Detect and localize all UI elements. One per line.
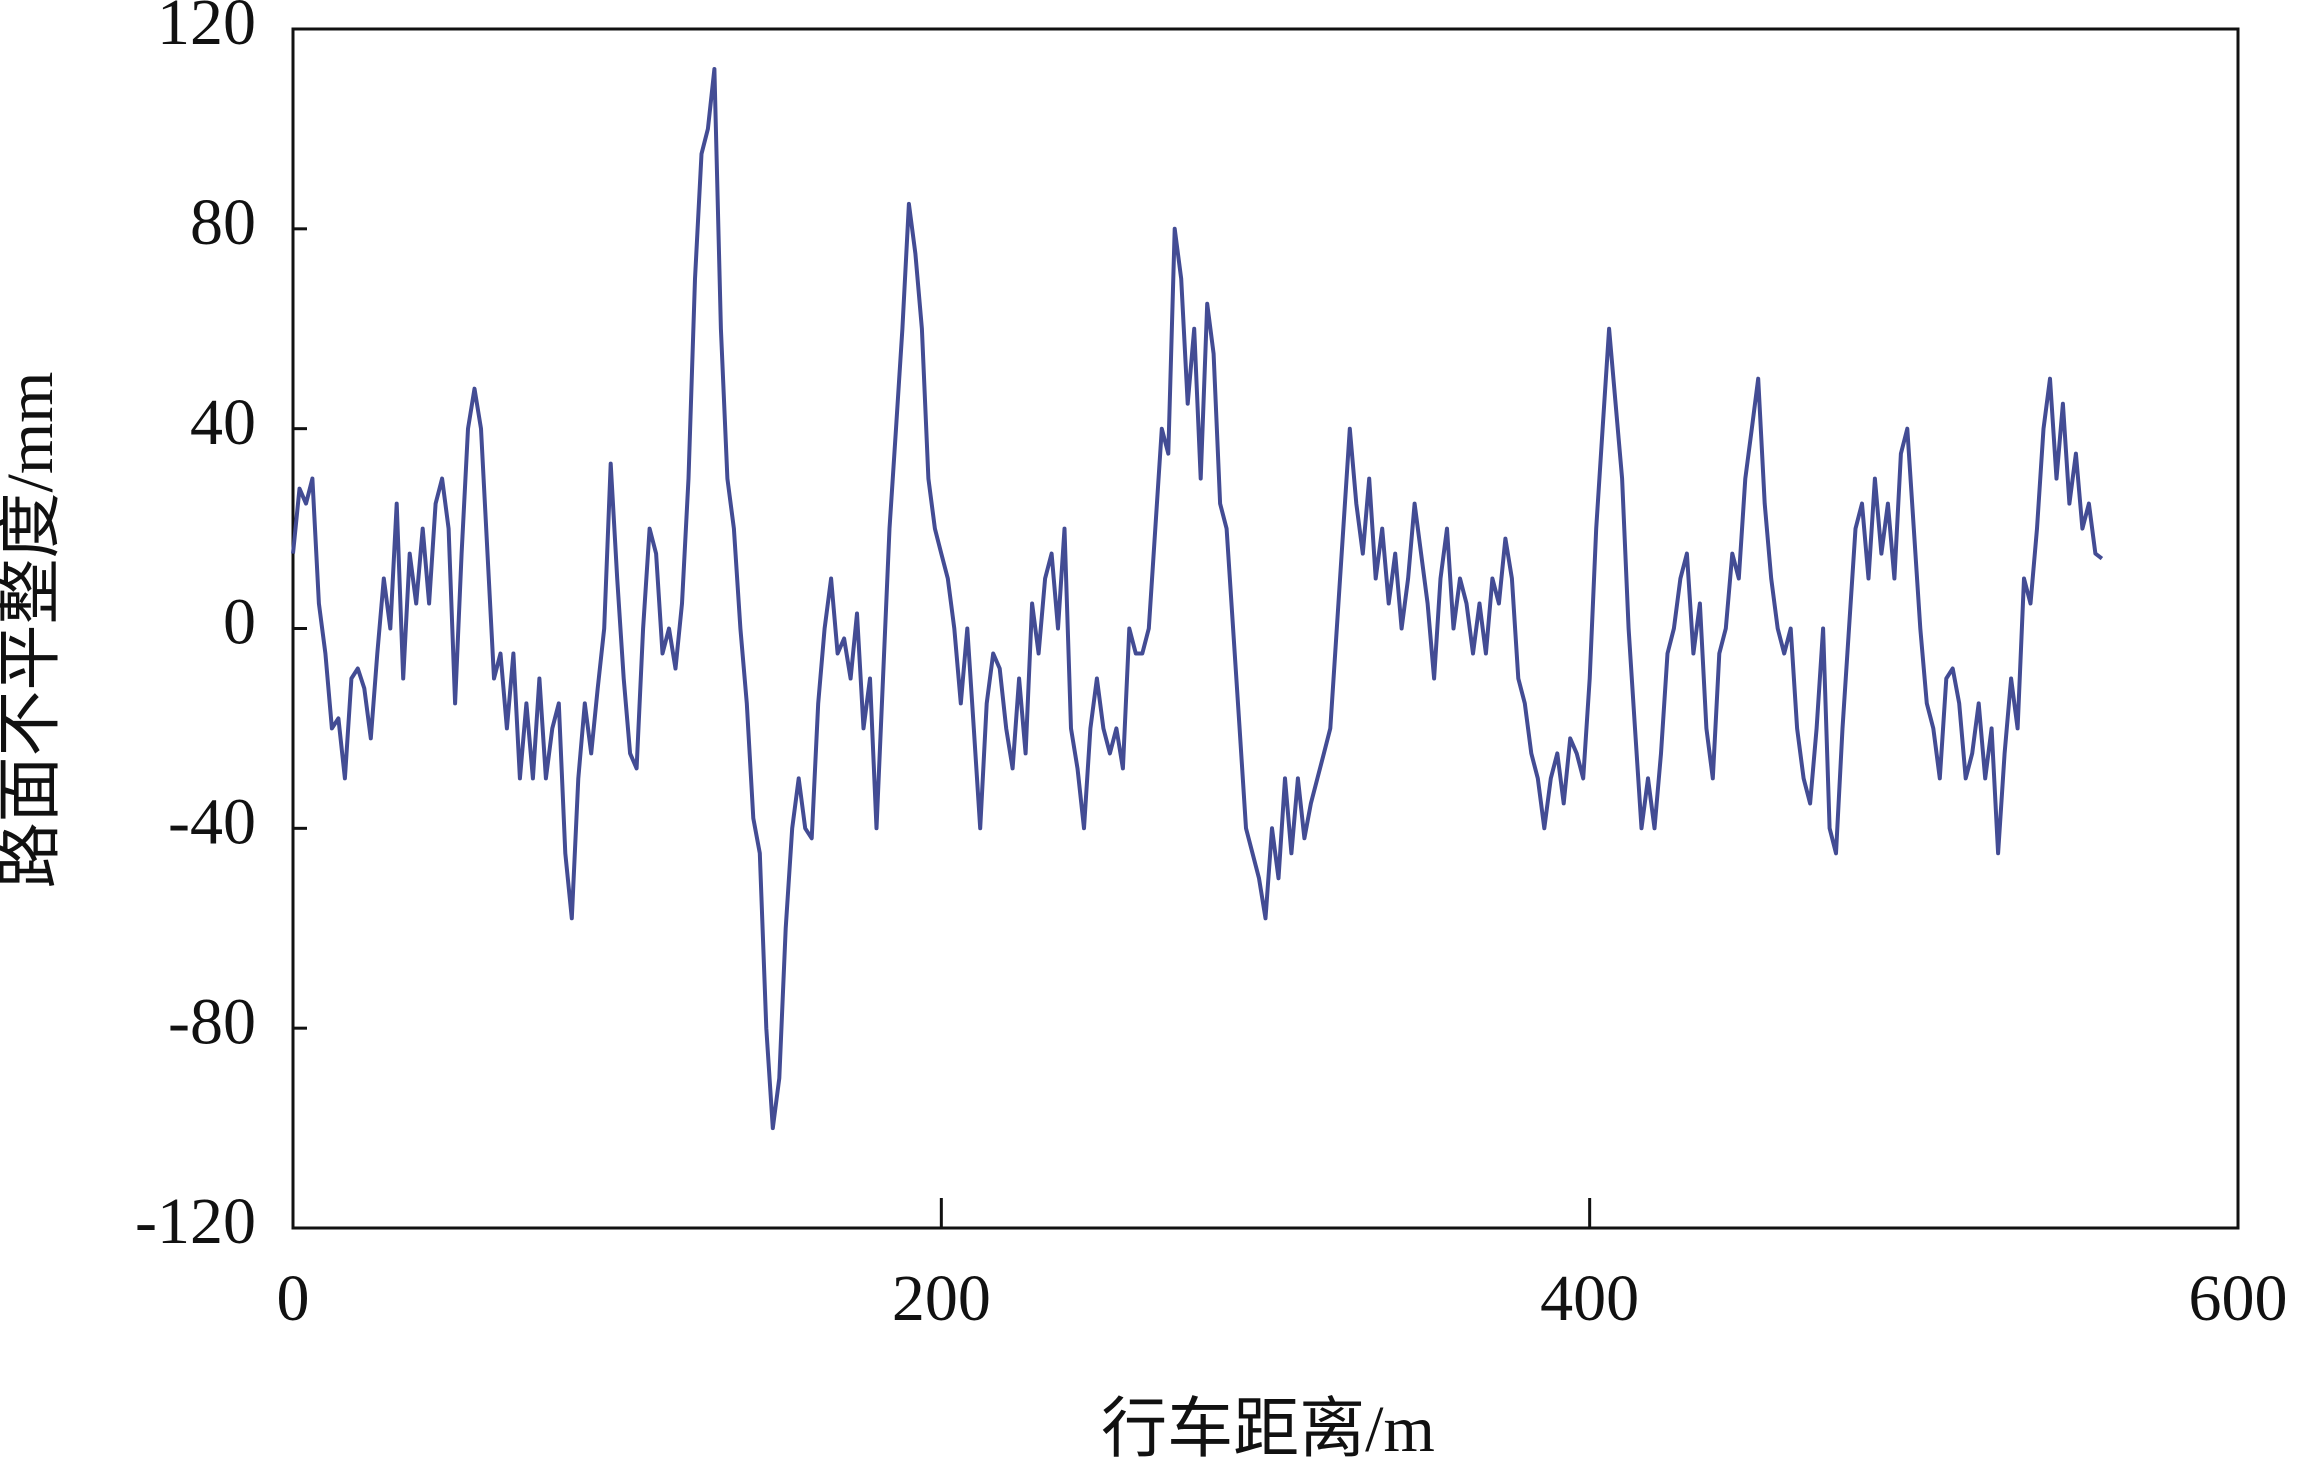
data-line — [291, 67, 2104, 1131]
x-tick-label: 0 — [277, 1262, 310, 1335]
y-tick-label: 120 — [157, 0, 256, 59]
y-tick-label: 80 — [190, 186, 256, 259]
x-tick-label: 400 — [1540, 1262, 1639, 1335]
y-tick-label: 0 — [223, 586, 256, 659]
x-axis-label: 行车距离/m — [1101, 1393, 1435, 1466]
x-tick-label: 200 — [892, 1262, 991, 1335]
y-tick-label: -40 — [168, 785, 256, 858]
plot-frame — [291, 27, 2240, 1230]
y-tick-label: -120 — [135, 1185, 256, 1258]
y-tick-label: 40 — [190, 386, 256, 459]
y-axis-label: 路面不平整度/mm — [0, 371, 67, 888]
y-tick-label: -80 — [168, 985, 256, 1058]
x-tick-label: 600 — [2189, 1262, 2288, 1335]
